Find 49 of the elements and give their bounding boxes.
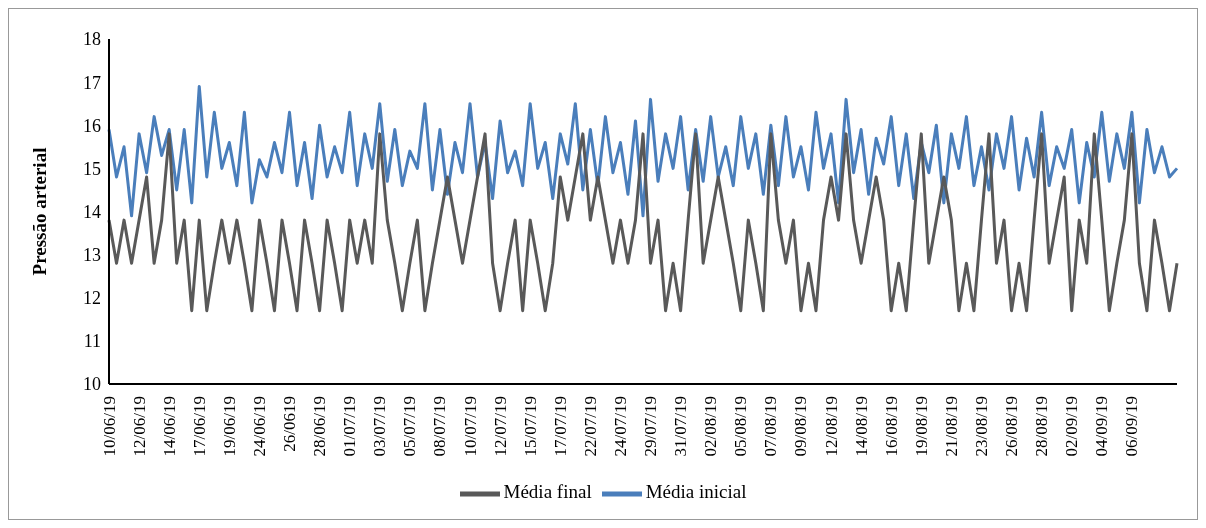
x-tick-label: 12/07/19 [490,396,510,457]
x-tick-label: 09/08/19 [791,396,811,457]
x-tick-label: 05/08/19 [731,396,751,457]
legend-label: Média inicial [645,481,747,503]
x-tick-label: 22/07/19 [580,396,600,457]
y-tick-label: 14 [83,201,101,222]
x-tick-label: 15/07/19 [520,396,540,457]
y-tick-label: 15 [83,158,101,179]
x-tick-label: 01/07/19 [340,396,360,457]
line-series [107,132,1179,313]
x-tick-label: 29/07/19 [641,396,661,457]
x-tick-label: 19/08/19 [911,396,931,457]
x-tick-label: 12/08/19 [821,396,841,457]
x-tick-label: 02/08/19 [701,396,721,457]
y-axis-title: Pressão arterial [28,147,50,276]
x-tick-label: 23/08/19 [971,396,991,457]
x-tick-label: 24/06/19 [249,396,269,457]
x-tick-label: 10/06/19 [99,396,119,457]
y-tick-label: 13 [83,245,101,266]
x-tick-label: 26/0619 [280,396,300,452]
y-tick-label: 17 [83,72,101,93]
x-tick-label: 31/07/19 [671,396,691,457]
x-tick-label: 17/07/19 [550,396,570,457]
line-series [107,84,1179,218]
x-tick-label: 02/09/19 [1062,396,1082,457]
x-tick-label: 16/08/19 [881,396,901,457]
x-tick-label: 28/06/19 [310,396,330,457]
x-tick-label: 19/06/19 [219,396,239,457]
x-tick-label: 17/06/19 [189,396,209,457]
x-tick-label: 05/07/19 [400,396,420,457]
x-tick-label: 06/09/19 [1122,396,1142,457]
x-tick-label: 26/08/19 [1002,396,1022,457]
y-tick-label: 11 [83,331,101,352]
y-tick-label: 12 [83,288,101,309]
x-tick-label: 07/08/19 [761,396,781,457]
x-tick-label: 10/07/19 [460,396,480,457]
x-tick-label: 08/07/19 [430,396,450,457]
legend-label: Média final [503,481,592,503]
x-tick-label: 24/07/19 [610,396,630,457]
x-tick-label: 21/08/19 [941,396,961,457]
y-tick-label: 18 [83,29,101,50]
y-tick-label: 16 [83,115,101,136]
y-tick-label: 10 [83,374,101,395]
x-tick-label: 04/09/19 [1092,396,1112,457]
x-tick-label: 12/06/19 [129,396,149,457]
x-tick-label: 14/06/19 [159,396,179,457]
x-tick-label: 14/08/19 [851,396,871,457]
x-tick-label: 28/08/19 [1032,396,1052,457]
x-tick-label: 03/07/19 [370,396,390,457]
